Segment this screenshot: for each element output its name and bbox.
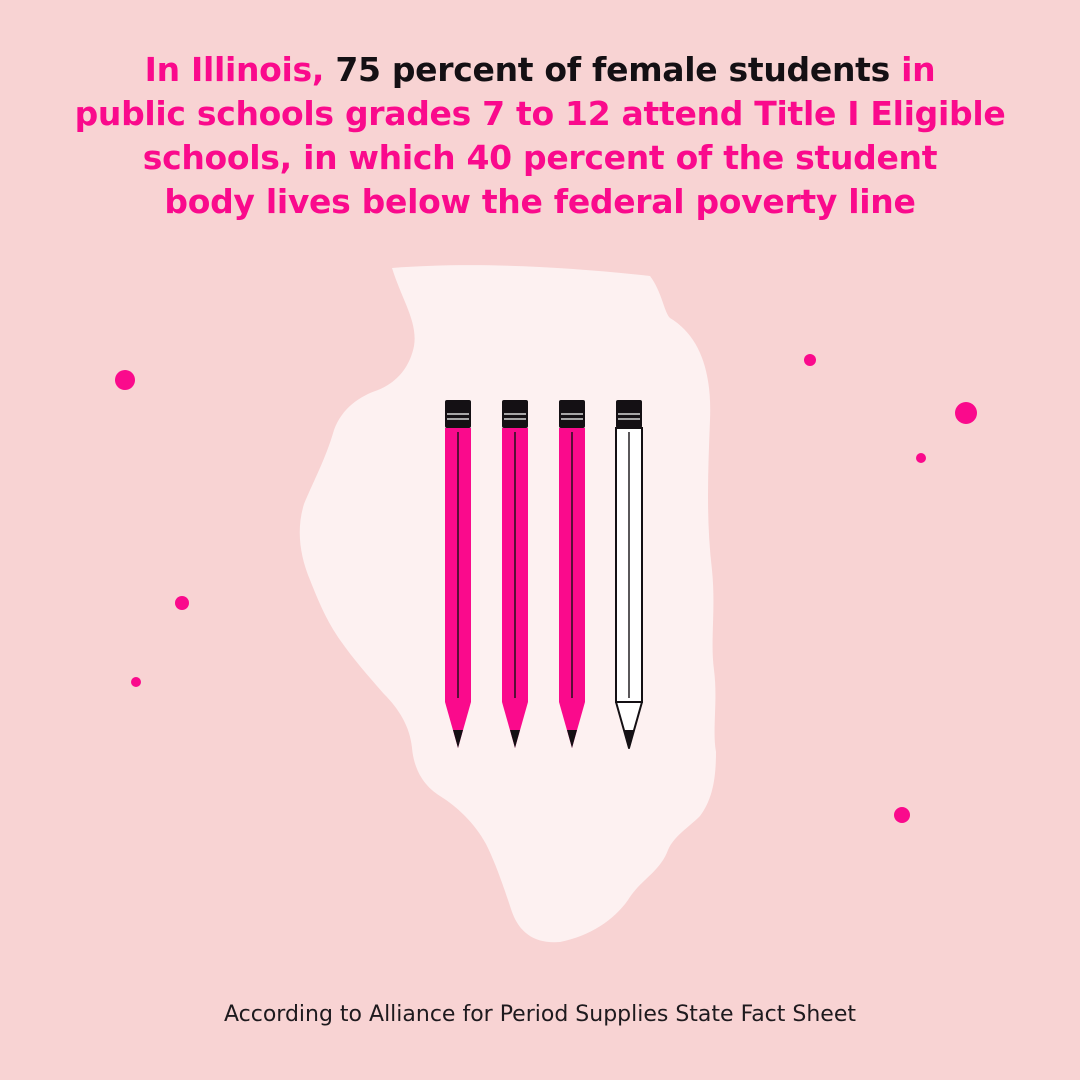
headline-line-3: schools, in which 40 percent of the stud… [142,138,938,177]
pencil-lead [453,730,463,748]
headline-line-2: public schools grades 7 to 12 attend Tit… [74,94,1006,133]
pencil-icon [559,400,585,748]
headline-line-1: In Illinois, 75 percent of female studen… [40,48,1040,92]
pencil-pictogram [445,400,643,749]
dot-icon [175,596,189,610]
pencil-tip [615,701,643,749]
headline-stat: 75 percent of female students [335,50,890,89]
pencil-tip [559,702,585,748]
pencil-icon [615,400,643,749]
pencil-lead [567,730,577,748]
pencil-icon [445,400,471,748]
dot-icon [916,453,926,463]
dot-icon [955,402,977,424]
pencil-lead [624,730,634,748]
dot-icon [115,370,135,390]
headline-line-4: body lives below the federal poverty lin… [164,182,916,221]
pencil-icon [502,400,528,748]
source-note: According to Alliance for Period Supplie… [223,1002,857,1027]
headline-state: In Illinois, [144,50,325,89]
pencil-tip [502,702,528,748]
pencil-lead [510,730,520,748]
dot-icon [894,807,910,823]
pencil-tip [445,702,471,748]
dot-icon [131,677,141,687]
dot-icon [804,354,816,366]
headline: In Illinois, 75 percent of female studen… [40,48,1040,224]
headline-connector: in [901,50,936,89]
